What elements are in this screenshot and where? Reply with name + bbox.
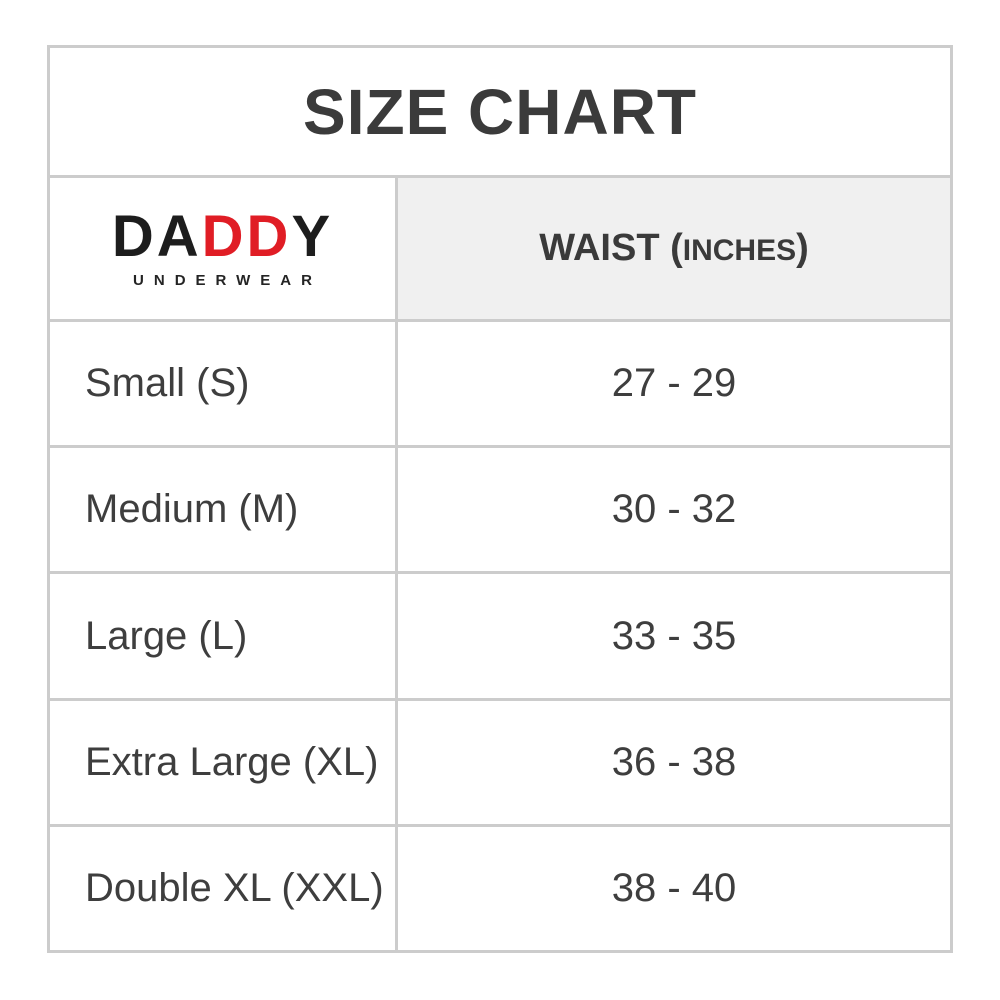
- waist-header-unit: INCHES: [682, 234, 797, 267]
- size-chart-title-row: SIZE CHART: [50, 48, 950, 178]
- table-row: Large (L) 33 - 35: [50, 574, 950, 701]
- waist-value: 27 - 29: [398, 322, 950, 446]
- brand-subtitle: UNDERWEAR: [133, 272, 322, 289]
- size-label: Small (S): [50, 322, 398, 446]
- waist-header-close-paren: ): [796, 227, 809, 269]
- waist-value: 36 - 38: [398, 700, 950, 824]
- brand-logo-text-black-right: Y: [291, 204, 334, 269]
- waist-column-header: WAIST (INCHES): [539, 227, 809, 270]
- brand-logo-cell: DADDY UNDERWEAR: [50, 178, 398, 319]
- waist-value: 30 - 32: [398, 448, 950, 572]
- waist-header-cell: WAIST (INCHES): [398, 178, 950, 319]
- table-row: Double XL (XXL) 38 - 40: [50, 826, 950, 951]
- size-label: Double XL (XXL): [50, 826, 398, 951]
- page-title: SIZE CHART: [303, 75, 697, 148]
- waist-value: 38 - 40: [398, 826, 950, 951]
- brand-logo-text-red: DD: [201, 204, 292, 269]
- size-chart-table: SIZE CHART DADDY UNDERWEAR WAIST (INCHES…: [47, 45, 953, 953]
- size-label: Large (L): [50, 574, 398, 698]
- brand-logo-text-black-left: DA: [111, 204, 202, 269]
- table-row: Small (S) 27 - 29: [50, 322, 950, 449]
- size-label: Medium (M): [50, 448, 398, 572]
- waist-value: 33 - 35: [398, 574, 950, 698]
- table-row: Medium (M) 30 - 32: [50, 448, 950, 575]
- table-header-row: DADDY UNDERWEAR WAIST (INCHES): [50, 178, 950, 322]
- brand-logo: DADDY: [112, 208, 333, 266]
- size-label: Extra Large (XL): [50, 700, 398, 824]
- waist-header-main: WAIST (: [539, 227, 683, 269]
- table-row: Extra Large (XL) 36 - 38: [50, 700, 950, 827]
